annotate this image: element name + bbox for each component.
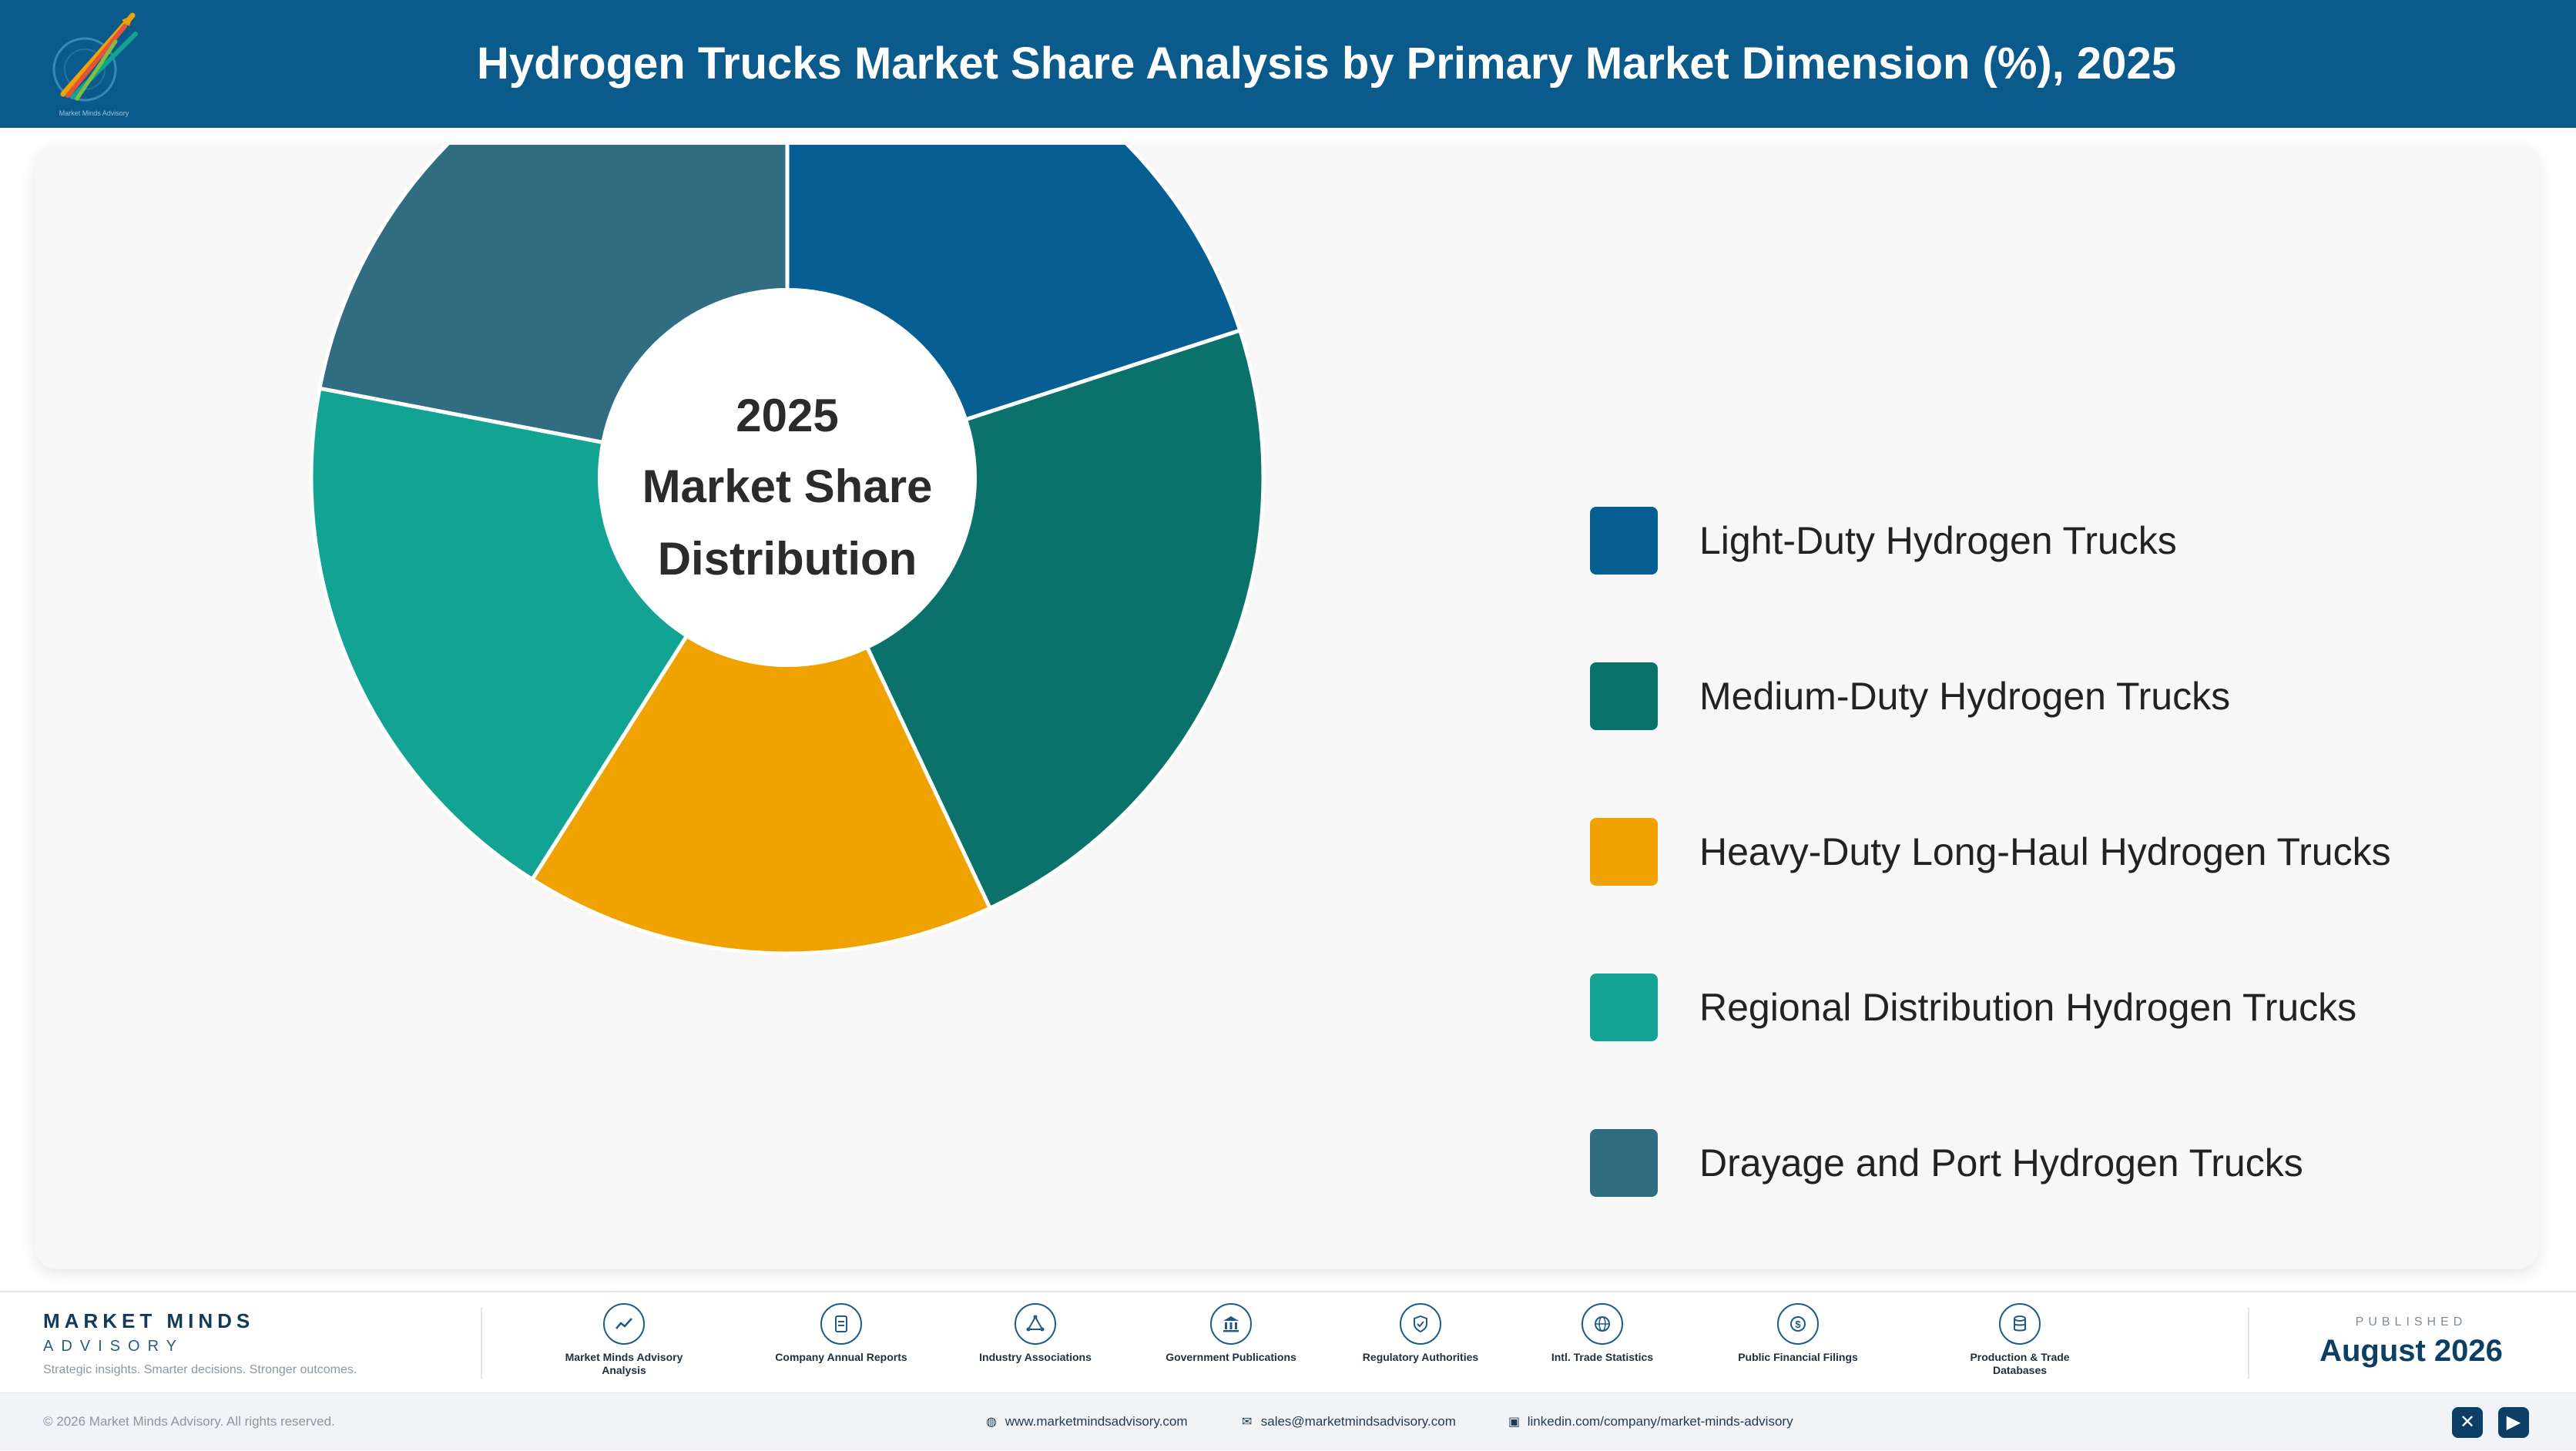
globe-icon [1581, 1303, 1623, 1345]
logo-text: Market Minds Advisory [59, 109, 129, 117]
x-icon: ✕ [2459, 1412, 2476, 1433]
legend-item-medium-duty[interactable]: Medium-Duty Hydrogen Trucks [1590, 662, 2514, 730]
bottom-bar: © 2026 Market Minds Advisory. All rights… [0, 1392, 2576, 1450]
coin-icon: $ [1777, 1303, 1819, 1345]
legend-item-light-duty[interactable]: Light-Duty Hydrogen Trucks [1590, 507, 2514, 575]
center-label-year: 2025 [736, 390, 838, 441]
linkedin-text: linkedin.com/company/market-minds-adviso… [1527, 1414, 1793, 1429]
website-link[interactable]: ◍ www.marketmindsadvisory.com [986, 1393, 1188, 1451]
linkedin-link[interactable]: ▣ linkedin.com/company/market-minds-advi… [1508, 1393, 1793, 1451]
youtube-social-button[interactable]: ▶ [2498, 1407, 2529, 1438]
source-label: Company Annual Reports [775, 1351, 907, 1363]
source-item: Company Annual Reports [772, 1303, 911, 1364]
source-item: Industry Associations [966, 1303, 1105, 1364]
linkedin-icon: ▣ [1508, 1416, 1521, 1429]
copyright: © 2026 Market Minds Advisory. All rights… [43, 1414, 335, 1429]
youtube-icon: ▶ [2506, 1412, 2521, 1433]
email-link[interactable]: ✉ sales@marketmindsadvisory.com [1242, 1393, 1456, 1451]
source-label: Regulatory Authorities [1362, 1351, 1479, 1363]
source-label: Public Financial Filings [1738, 1351, 1858, 1363]
legend-item-regional[interactable]: Regional Distribution Hydrogen Trucks [1590, 973, 2514, 1041]
legend-item-heavy-duty[interactable]: Heavy-Duty Long-Haul Hydrogen Trucks [1590, 818, 2514, 886]
header: Market Minds Advisory Hydrogen Trucks Ma… [0, 0, 2576, 128]
footer-divider [481, 1308, 482, 1379]
brand-name: MARKET MINDS [43, 1309, 255, 1332]
pie-slice-3[interactable] [529, 473, 993, 956]
source-item: Regulatory Authorities [1351, 1303, 1490, 1364]
source-item: $ Public Financial Filings [1729, 1303, 1867, 1364]
legend-swatch [1590, 818, 1658, 886]
logo-icon [52, 12, 138, 102]
published-label: PUBLISHED [2355, 1315, 2467, 1329]
legend-swatch [1590, 662, 1658, 730]
footer-divider [2248, 1308, 2249, 1379]
center-label-line3: Distribution [658, 533, 917, 585]
mail-icon: ✉ [1242, 1416, 1253, 1429]
published-block: PUBLISHED August 2026 [2249, 1315, 2573, 1369]
legend-label: Medium-Duty Hydrogen Trucks [1699, 675, 2231, 718]
pie-chart: 2025 Market Share Distribution [309, 145, 1266, 956]
footer: MARKET MINDS ADVISORY Strategic insights… [0, 1291, 2576, 1392]
legend-label: Drayage and Port Hydrogen Trucks [1699, 1141, 2303, 1185]
database-icon [1999, 1303, 2041, 1345]
source-item: Market Minds Advisory Analysis [555, 1303, 693, 1377]
donut-hole [598, 288, 977, 667]
x-social-button[interactable]: ✕ [2452, 1407, 2483, 1438]
source-label: Market Minds Advisory Analysis [565, 1351, 683, 1376]
document-icon [820, 1303, 862, 1345]
brand-sub: ADVISORY [43, 1338, 184, 1355]
brand-tagline: Strategic insights. Smarter decisions. S… [43, 1363, 357, 1376]
legend-swatch [1590, 973, 1658, 1041]
brand: MARKET MINDS ADVISORY Strategic insights… [43, 1309, 357, 1377]
logo: Market Minds Advisory [40, 8, 153, 122]
email-text: sales@marketmindsadvisory.com [1260, 1414, 1456, 1429]
source-label: Intl. Trade Statistics [1551, 1351, 1654, 1363]
legend-label: Regional Distribution Hydrogen Trucks [1699, 986, 2357, 1029]
svg-text:$: $ [1795, 1319, 1801, 1330]
chart-line-icon [603, 1303, 645, 1345]
globe-icon: ◍ [986, 1416, 997, 1429]
page-title: Hydrogen Trucks Market Share Analysis by… [477, 39, 2176, 89]
center-label-line2: Market Share [642, 461, 933, 512]
legend-item-drayage[interactable]: Drayage and Port Hydrogen Trucks [1590, 1129, 2514, 1197]
source-item: Production & Trade Databases [1950, 1303, 2089, 1377]
source-label: Government Publications [1166, 1351, 1296, 1363]
legend-swatch [1590, 1129, 1658, 1197]
source-label: Production & Trade Databases [1970, 1351, 2070, 1376]
legend-label: Heavy-Duty Long-Haul Hydrogen Trucks [1699, 830, 2391, 873]
website-text: www.marketmindsadvisory.com [1005, 1414, 1188, 1429]
building-icon [1210, 1303, 1252, 1345]
source-label: Industry Associations [979, 1351, 1092, 1363]
legend-swatch [1590, 507, 1658, 575]
published-date: August 2026 [2319, 1334, 2503, 1368]
shield-icon [1400, 1303, 1441, 1345]
source-item: Intl. Trade Statistics [1533, 1303, 1672, 1364]
sources-list: Market Minds Advisory Analysis Company A… [555, 1303, 2134, 1388]
chart-card: 2025 Market Share Distribution Light-Dut… [35, 145, 2539, 1269]
network-icon [1015, 1303, 1056, 1345]
source-item: Government Publications [1162, 1303, 1300, 1364]
legend-label: Light-Duty Hydrogen Trucks [1699, 519, 2177, 562]
